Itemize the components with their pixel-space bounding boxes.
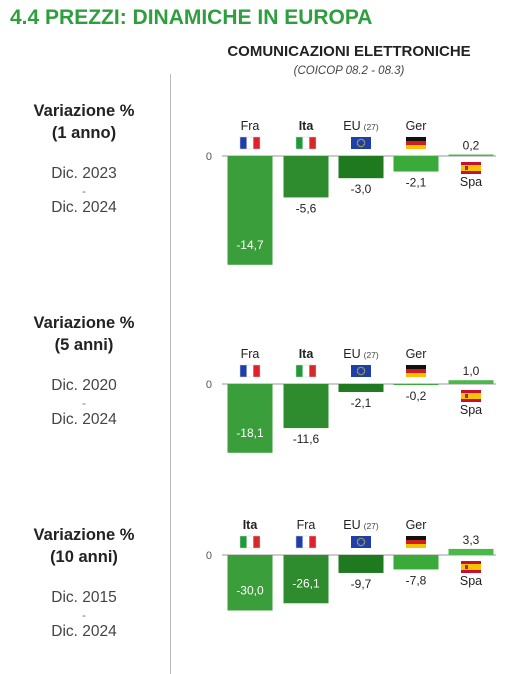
- country-label: Ger: [406, 518, 427, 532]
- france-flag: [239, 364, 261, 378]
- value-label: -11,6: [293, 432, 320, 446]
- panel-2-head1: Variazione %: [33, 314, 135, 332]
- bar-spa: [448, 380, 494, 384]
- eu-flag: [351, 536, 371, 548]
- value-label: -18,1: [236, 426, 264, 440]
- chart-coicop-note: (COICOP 08.2 - 08.3): [293, 65, 405, 77]
- bar-fra: [227, 156, 273, 265]
- panel-2-dash: -: [82, 396, 86, 410]
- chart-subtitle: COMUNICAZIONI ELETTRONICHE: [227, 43, 471, 60]
- country-label: Ita: [299, 347, 315, 361]
- eu-flag: [351, 365, 371, 377]
- spain-flag: [461, 561, 481, 573]
- value-label: -3,0: [351, 182, 372, 196]
- spain-flag: [461, 390, 481, 402]
- panel-2-header: Variazione % (5 anni) Dic. 2020 - Dic. 2…: [0, 312, 168, 430]
- panel-2-head2: (5 anni): [54, 336, 114, 354]
- panel-3-date-to: Dic. 2024: [51, 623, 117, 640]
- bar-eu: [338, 156, 384, 179]
- bar-ita: [283, 156, 329, 198]
- bar-eu: [338, 555, 384, 573]
- value-label: 0,2: [463, 139, 480, 153]
- value-label: -9,7: [351, 577, 372, 591]
- panel-3-date-from: Dic. 2015: [51, 589, 117, 606]
- zero-tick-label: 0: [206, 379, 212, 391]
- value-label: 3,3: [463, 533, 480, 547]
- chart-panel-1: 0 Fra -14,7 Ita -5,6 EU (27) -3,0 Ger -2,1 Spa 0,2: [206, 119, 496, 265]
- bar-spa: [448, 154, 494, 156]
- country-label: Ita: [299, 119, 315, 133]
- bar-ger: [393, 555, 439, 570]
- value-label: -0,2: [406, 389, 427, 403]
- country-label: Fra: [241, 119, 260, 133]
- chart-panel-2: 0 Fra -18,1 Ita -11,6 EU (27) -2,1 Ger -0,2 Spa 1,0: [206, 347, 496, 453]
- panel-3-head1: Variazione %: [33, 526, 135, 544]
- panel-1-header: Variazione % (1 anno) Dic. 2023 - Dic. 2…: [0, 100, 168, 218]
- country-label: Ger: [406, 347, 427, 361]
- chart-panel-3: 0 Ita -30,0 Fra -26,1 EU (27) -9,7 Ger -7,8 Spa 3,3: [206, 518, 496, 611]
- panel-1-dash: -: [82, 184, 86, 198]
- panel-2-date-from: Dic. 2020: [51, 377, 117, 394]
- zero-tick-label: 0: [206, 550, 212, 562]
- value-label: -2,1: [351, 396, 372, 410]
- country-label: EU (27): [343, 347, 379, 361]
- country-label: EU (27): [343, 119, 379, 133]
- panel-3-head2: (10 anni): [50, 548, 118, 566]
- panel-2-date-to: Dic. 2024: [51, 411, 117, 428]
- france-flag: [295, 535, 317, 549]
- bar-spa: [448, 548, 494, 555]
- germany-flag: [406, 536, 426, 548]
- italy-flag: [295, 364, 317, 378]
- germany-flag: [406, 137, 426, 149]
- zero-tick-label: 0: [206, 151, 212, 163]
- france-flag: [239, 136, 261, 150]
- country-label: Ger: [406, 119, 427, 133]
- value-label: -2,1: [406, 176, 427, 190]
- bar-fra: [283, 555, 329, 604]
- country-label: Ita: [243, 518, 259, 532]
- bar-eu: [338, 384, 384, 392]
- value-label: -5,6: [296, 201, 317, 215]
- spain-flag: [461, 162, 481, 174]
- panel-1-head2: (1 anno): [51, 124, 117, 142]
- country-label: Fra: [241, 347, 260, 361]
- value-label: -26,1: [292, 576, 320, 590]
- italy-flag: [295, 136, 317, 150]
- panel-3-dash: -: [82, 608, 86, 622]
- country-label: EU (27): [343, 518, 379, 532]
- eu-flag: [351, 137, 371, 149]
- bar-ita: [227, 555, 273, 611]
- bar-ger: [393, 384, 439, 385]
- italy-flag: [239, 535, 261, 549]
- value-label: 1,0: [463, 364, 480, 378]
- value-label: -30,0: [236, 584, 264, 598]
- country-label: Spa: [460, 175, 482, 189]
- panel-1-date-from: Dic. 2023: [51, 165, 117, 182]
- country-label: Fra: [297, 518, 316, 532]
- page-title: 4.4 PREZZI: DINAMICHE IN EUROPA: [10, 6, 373, 29]
- germany-flag: [406, 365, 426, 377]
- panel-1-date-to: Dic. 2024: [51, 199, 117, 216]
- panel-1-head1: Variazione %: [33, 102, 135, 120]
- bar-fra: [227, 384, 273, 453]
- country-label: Spa: [460, 403, 482, 417]
- country-label: Spa: [460, 574, 482, 588]
- value-label: -14,7: [236, 238, 264, 252]
- value-label: -7,8: [406, 573, 427, 587]
- bar-ger: [393, 156, 439, 172]
- bar-ita: [283, 384, 329, 429]
- vertical-divider: [170, 74, 171, 674]
- panel-3-header: Variazione % (10 anni) Dic. 2015 - Dic. …: [0, 524, 168, 642]
